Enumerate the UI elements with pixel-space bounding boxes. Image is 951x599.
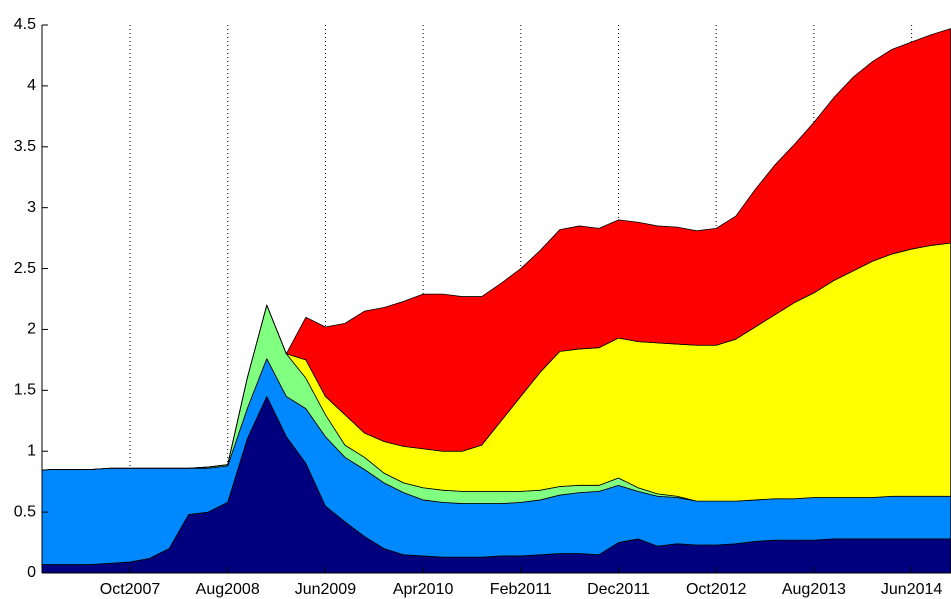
y-tick-label: 4 bbox=[27, 77, 36, 94]
x-tick-label: Feb2011 bbox=[490, 581, 552, 598]
axes: Oct2007 Aug2008 Jun2009 Apr2010 Feb2011 Dec20… bbox=[14, 16, 951, 598]
x-tick-label: Aug2013 bbox=[782, 581, 846, 598]
y-tick-label: 3.5 bbox=[14, 138, 36, 155]
areas bbox=[42, 28, 951, 574]
y-tick-label: 0 bbox=[27, 564, 36, 581]
x-tick-label: Jun2009 bbox=[295, 581, 356, 598]
y-tick-label: 1.5 bbox=[14, 382, 36, 399]
y-tick-label: 4.5 bbox=[14, 16, 36, 33]
x-tick-label: Dec2011 bbox=[587, 581, 650, 598]
y-tick-label: 1 bbox=[27, 442, 36, 459]
y-tick-label: 3 bbox=[27, 199, 36, 216]
x-tick-label: Oct2012 bbox=[686, 581, 747, 598]
y-tick-label: 2 bbox=[27, 321, 36, 338]
x-tick-label: Jun2014 bbox=[881, 581, 942, 598]
y-tick-label: 0.5 bbox=[14, 503, 36, 520]
x-tick-label: Oct2007 bbox=[100, 581, 161, 598]
x-tick-label: Aug2008 bbox=[196, 581, 260, 598]
y-tick-label: 2.5 bbox=[14, 260, 36, 277]
x-tick-label: Apr2010 bbox=[393, 581, 454, 598]
